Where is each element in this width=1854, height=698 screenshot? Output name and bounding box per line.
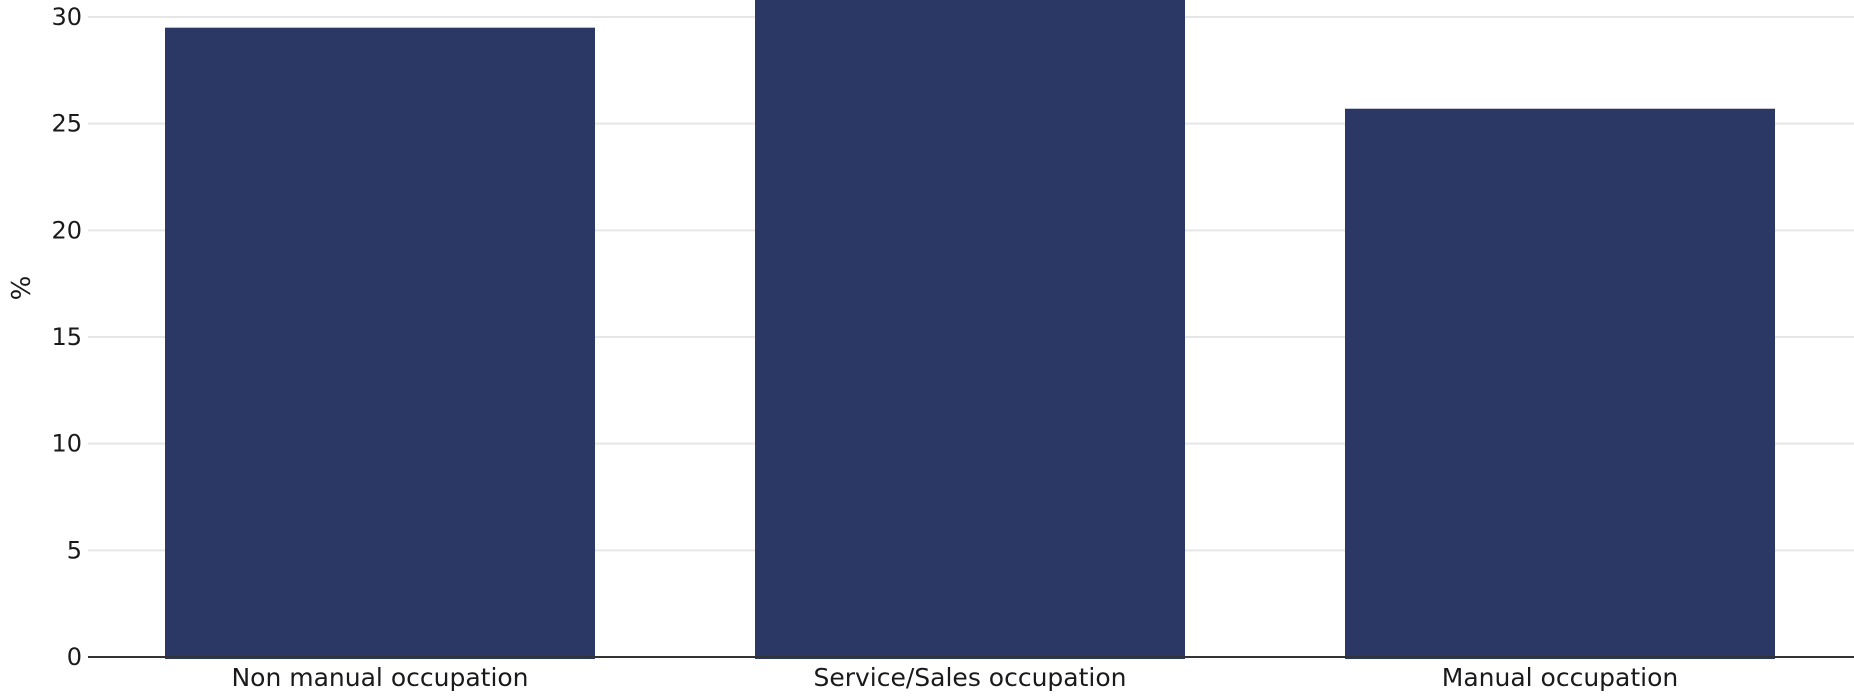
- y-axis-title: %: [7, 276, 37, 301]
- x-tick-label: Manual occupation: [1442, 663, 1679, 692]
- y-tick-label: 25: [51, 110, 82, 138]
- bar: [1345, 108, 1775, 659]
- axes: 0 5 10 15 20 25 30 Non manual occupation Service…: [51, 3, 1854, 692]
- y-tick-label: 15: [51, 323, 82, 351]
- y-tick-label: 5: [67, 536, 82, 564]
- y-tick-label: 10: [51, 430, 82, 458]
- bar: [755, 0, 1185, 660]
- y-tick-label: 30: [51, 3, 82, 31]
- y-tick-label: 0: [67, 643, 82, 671]
- x-tick-label: Non manual occupation: [231, 663, 528, 692]
- y-tick-label: 20: [51, 216, 82, 244]
- bars: [165, 0, 1775, 660]
- bar: [165, 27, 595, 659]
- x-tick-label: Service/Sales occupation: [813, 663, 1126, 692]
